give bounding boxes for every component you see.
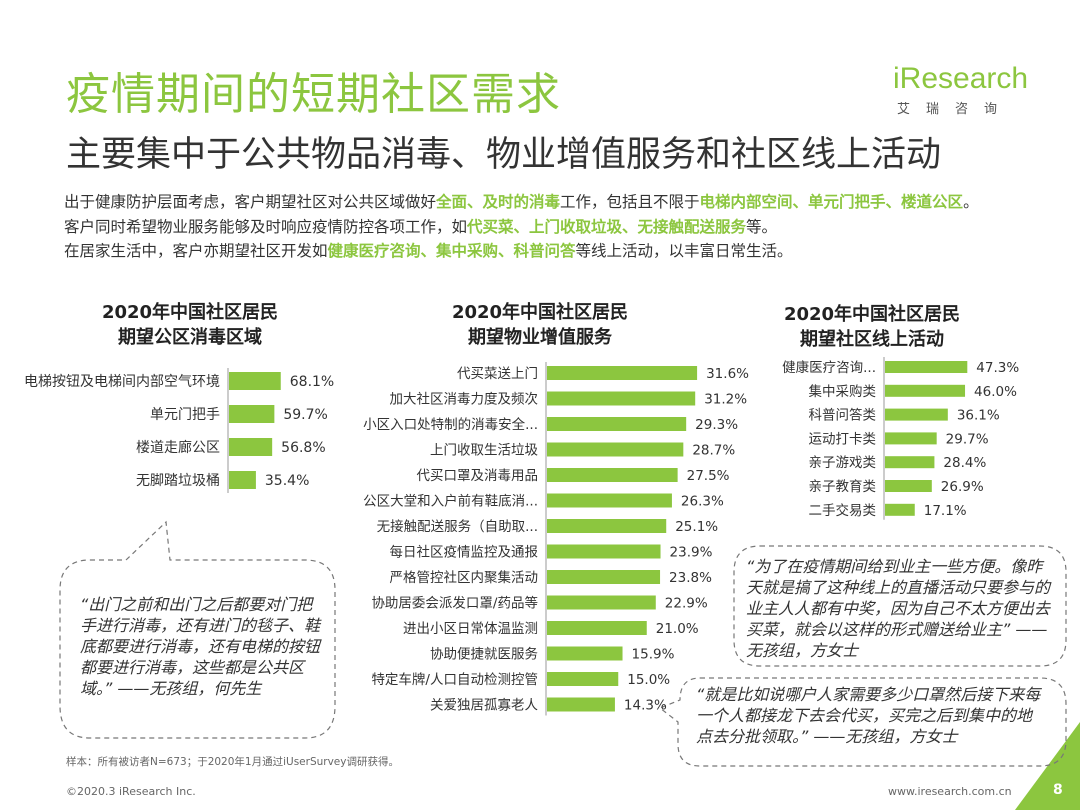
chart2-category-label: 公区大堂和入户前有鞋底消... xyxy=(363,493,538,510)
page-title: 疫情期间的短期社区需求 xyxy=(66,69,561,120)
chart2-category-label: 加大社区消毒力度及频次 xyxy=(390,392,539,408)
chart2-bar xyxy=(547,697,615,712)
chart2-bar xyxy=(547,621,647,635)
footnote-sample: 样本：所有被访者N=673；于2020年1月通过iUserSurvey调研获得。 xyxy=(66,756,399,768)
chart3-value-label: 46.0% xyxy=(974,384,1017,400)
chart2-value-label: 27.5% xyxy=(687,468,730,484)
chart2-category-label: 协助便捷就医服务 xyxy=(430,647,538,663)
chart2-bar xyxy=(547,417,687,431)
chart2-value-label: 26.3% xyxy=(681,494,724,510)
chart2-category-label: 代买口罩及消毒用品 xyxy=(417,468,539,484)
chart2-bar xyxy=(547,544,661,559)
chart2-bar xyxy=(547,442,684,457)
chart1-bar xyxy=(229,372,281,390)
logo-brand: iResearch xyxy=(893,62,1029,95)
chart3-title: 2020年中国社区居民 期望社区线上活动 xyxy=(783,304,961,350)
chart2-bar xyxy=(547,646,623,661)
chart2-bar xyxy=(547,519,667,533)
chart3-value-label: 26.9% xyxy=(941,479,984,495)
website: www.iresearch.com.cn xyxy=(888,785,1012,798)
chart1-bar xyxy=(229,438,273,456)
chart2-value-label: 21.0% xyxy=(656,621,699,637)
chart1-category-label: 楼道走廊公区 xyxy=(136,439,220,456)
chart2-bar xyxy=(547,672,619,686)
chart1-value-label: 68.1% xyxy=(290,374,334,390)
chart1-category-label: 无脚踏垃圾桶 xyxy=(136,473,220,489)
chart3-category-label: 科普问答类 xyxy=(809,407,877,424)
chart2-value-label: 23.9% xyxy=(670,545,713,561)
chart3-bar xyxy=(885,480,932,492)
chart2-value-label: 15.9% xyxy=(632,647,675,663)
chart3-bar xyxy=(885,432,937,445)
copyright: ©2020.3 iResearch Inc. xyxy=(66,785,196,798)
chart3-category-label: 运动打卡类 xyxy=(809,430,877,447)
chart1-category-label: 单元门把手 xyxy=(150,407,220,423)
chart3-value-label: 47.3% xyxy=(976,360,1019,376)
chart1-category-label: 电梯按钮及电梯间内部空气环境 xyxy=(24,374,220,390)
intro-line-1: 出于健康防护层面考虑，客户期望社区对公共区域做好全面、及时的消毒工作，包括且不限… xyxy=(64,193,979,211)
chart1-value-label: 35.4% xyxy=(265,473,309,489)
chart3-category-label: 亲子教育类 xyxy=(809,479,877,495)
chart2-bar xyxy=(547,366,698,380)
chart2-category-label: 关爱独居孤寡老人 xyxy=(430,697,538,714)
chart2-bar xyxy=(547,493,672,508)
chart1-bar xyxy=(229,405,275,423)
chart2-value-label: 31.6% xyxy=(706,366,749,382)
chart3-category-label: 二手交易类 xyxy=(809,502,877,519)
chart2-bar xyxy=(547,391,696,406)
chart2-value-label: 25.1% xyxy=(675,519,718,535)
chart2-category-label: 特定车牌/人口自动检测控管 xyxy=(371,671,538,688)
iresearch-logo: iResearch 艾瑞咨询 xyxy=(893,62,1033,117)
chart2-category-label: 协助居委会派发口罩/药品等 xyxy=(371,595,538,612)
chart2-value-label: 15.0% xyxy=(627,672,670,688)
chart2-category-label: 严格管控社区内聚集活动 xyxy=(390,570,539,586)
page-number: 8 xyxy=(1053,782,1063,798)
chart3-bar xyxy=(885,503,915,516)
chart1-value-label: 56.8% xyxy=(281,440,325,456)
quote-bubble-1 xyxy=(59,520,336,739)
chart2-value-label: 22.9% xyxy=(665,596,708,612)
quote-3: “就是比如说哪户人家需要多少口罩然后接下来每一个人都接龙下去会代买，买完之后到集… xyxy=(696,685,1041,746)
chart2-category-label: 小区入口处特制的消毒安全... xyxy=(363,416,538,433)
chart1-value-label: 59.7% xyxy=(283,407,327,423)
chart3-bar xyxy=(885,361,968,373)
chart2-value-label: 23.8% xyxy=(669,570,712,586)
chart2-value-label: 14.3% xyxy=(624,698,667,714)
chart2-value-label: 31.2% xyxy=(704,392,747,408)
chart1-title: 2020年中国社区居民 期望公区消毒区域 xyxy=(101,302,279,348)
chart2-value-label: 28.7% xyxy=(692,443,735,459)
corner-decoration xyxy=(1015,722,1080,810)
chart3-bar xyxy=(885,384,966,397)
quote-1: “出门之前和出门之后都要对门把手进行消毒，还有进门的毯子、鞋底都要进行消毒，还有… xyxy=(80,595,321,698)
page-subtitle: 主要集中于公共物品消毒、物业增值服务和社区线上活动 xyxy=(66,135,942,175)
chart3-value-label: 29.7% xyxy=(946,431,989,447)
quote-bubble-2 xyxy=(733,545,1067,667)
chart3-value-label: 28.4% xyxy=(943,455,986,471)
chart1-bar xyxy=(229,471,256,489)
chart3-category-label: 集中采购类 xyxy=(809,384,877,400)
chart3-category-label: 健康医疗咨询... xyxy=(782,359,876,376)
chart2-category-label: 无接触配送服务（自助取... xyxy=(377,518,538,535)
intro-text: 出于健康防护层面考虑，客户期望社区对公共区域做好全面、及时的消毒工作，包括且不限… xyxy=(64,190,1044,264)
chart2-category-label: 进出小区日常体温监测 xyxy=(403,621,538,637)
intro-line-3: 在居家生活中，客户亦期望社区开发如健康医疗咨询、集中采购、科普问答等线上活动，以… xyxy=(64,242,793,260)
quote-2: “为了在疫情期间给到业主一些方便。像昨天就是搞了这种线上的直播活动只要参与的业主… xyxy=(746,557,1051,660)
chart2-bar xyxy=(547,570,661,584)
chart3-value-label: 17.1% xyxy=(924,503,967,519)
chart3-bar xyxy=(885,456,935,469)
intro-line-2: 客户同时希望物业服务能够及时响应疫情防控各项工作，如代买菜、上门收取垃圾、无接触… xyxy=(64,217,778,236)
chart3-category-label: 亲子游戏类 xyxy=(809,455,877,471)
chart2-category-label: 代买菜送上门 xyxy=(457,366,538,382)
chart3-bar xyxy=(885,408,948,421)
chart2-bar xyxy=(547,468,678,482)
chart2-bar xyxy=(547,595,656,610)
chart2-title: 2020年中国社区居民 期望物业增值服务 xyxy=(451,302,629,348)
logo-chinese: 艾瑞咨询 xyxy=(897,102,1014,117)
chart2-category-label: 每日社区疫情监控及通报 xyxy=(390,545,539,561)
chart2-value-label: 29.3% xyxy=(695,417,738,433)
chart2-category-label: 上门收取生活垃圾 xyxy=(430,443,538,459)
chart3-value-label: 36.1% xyxy=(957,408,1000,424)
